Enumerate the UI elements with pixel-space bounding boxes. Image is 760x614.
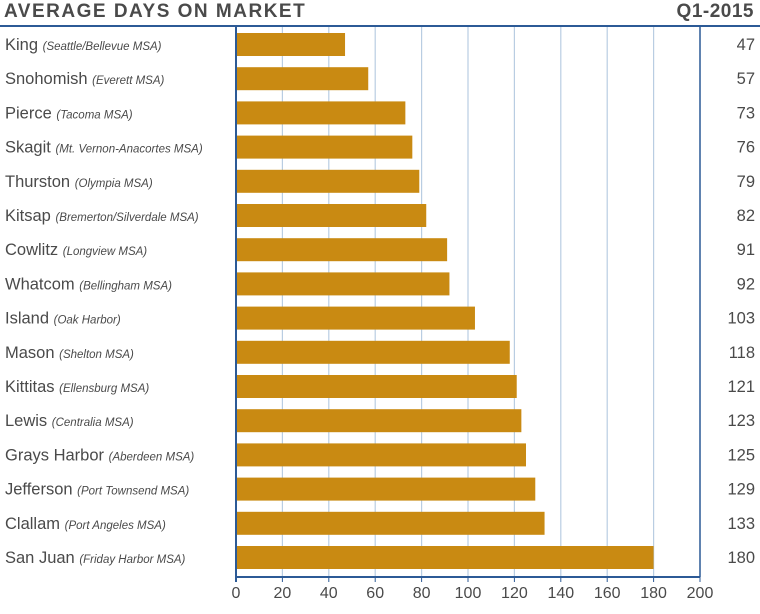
x-tick-label: 120 xyxy=(501,585,528,602)
bar xyxy=(236,33,346,56)
value-label: 180 xyxy=(727,549,755,567)
bar xyxy=(236,340,510,364)
category-name: Pierce xyxy=(5,104,56,122)
category-label: San Juan (Friday Harbor MSA) xyxy=(5,549,186,567)
bar xyxy=(236,67,369,91)
bar xyxy=(236,238,448,262)
bar xyxy=(236,101,406,125)
value-label: 92 xyxy=(737,275,755,293)
bar xyxy=(236,135,413,159)
category-note: (Friday Harbor MSA) xyxy=(79,554,185,566)
value-label: 103 xyxy=(727,310,755,328)
category-name: Kittitas xyxy=(5,378,59,396)
bar xyxy=(236,169,420,193)
category-label: Kitsap (Bremerton/Silverdale MSA) xyxy=(5,207,199,225)
category-note: (Olympia MSA) xyxy=(75,178,153,190)
value-label: 118 xyxy=(729,344,755,362)
category-note: (Aberdeen MSA) xyxy=(109,451,195,463)
category-note: (Mt. Vernon-Anacortes MSA) xyxy=(55,144,202,156)
value-label: 47 xyxy=(737,36,755,54)
category-label: Thurston (Olympia MSA) xyxy=(5,173,153,191)
bar xyxy=(236,511,545,535)
value-label: 133 xyxy=(727,515,755,533)
x-tick-label: 20 xyxy=(274,585,292,602)
category-name: King xyxy=(5,36,43,54)
category-label: Kittitas (Ellensburg MSA) xyxy=(5,378,149,396)
bar xyxy=(236,306,475,330)
category-note: (Port Townsend MSA) xyxy=(77,486,189,498)
category-name: Jefferson xyxy=(5,481,77,499)
category-note: (Tacoma MSA) xyxy=(56,109,132,121)
x-tick-label: 180 xyxy=(640,585,667,602)
category-note: (Centralia MSA) xyxy=(52,417,134,429)
chart-period: Q1-2015 xyxy=(676,1,754,22)
value-label: 57 xyxy=(737,70,755,88)
bar xyxy=(236,375,517,398)
category-note: (Oak Harbor) xyxy=(54,315,121,327)
value-label: 125 xyxy=(727,446,755,464)
x-tick-label: 140 xyxy=(547,585,574,602)
category-label: Lewis (Centralia MSA) xyxy=(5,412,134,430)
category-name: Whatcom xyxy=(5,275,79,293)
category-note: (Port Angeles MSA) xyxy=(65,520,166,532)
category-note: (Bremerton/Silverdale MSA) xyxy=(55,212,198,224)
category-label: Grays Harbor (Aberdeen MSA) xyxy=(5,446,194,464)
category-name: Thurston xyxy=(5,173,75,191)
category-label: Island (Oak Harbor) xyxy=(5,310,121,328)
x-tick-label: 0 xyxy=(232,585,241,602)
value-label: 79 xyxy=(737,173,755,191)
category-name: Snohomish xyxy=(5,70,92,88)
category-note: (Shelton MSA) xyxy=(59,349,134,361)
chart-title: AVERAGE DAYS ON MARKET xyxy=(4,1,307,22)
category-name: Cowlitz xyxy=(5,241,63,259)
bar xyxy=(236,409,522,433)
bar xyxy=(236,272,450,296)
value-label: 91 xyxy=(737,241,755,259)
x-tick-label: 60 xyxy=(366,585,384,602)
value-label: 73 xyxy=(737,104,755,122)
value-label: 129 xyxy=(727,481,755,499)
bar xyxy=(236,546,654,569)
category-label: Clallam (Port Angeles MSA) xyxy=(5,515,166,533)
category-label: King (Seattle/Bellevue MSA) xyxy=(5,36,162,54)
category-label: Pierce (Tacoma MSA) xyxy=(5,104,133,122)
category-note: (Bellingham MSA) xyxy=(79,280,172,292)
category-name: Kitsap xyxy=(5,207,55,225)
value-label: 82 xyxy=(737,207,755,225)
category-name: Island xyxy=(5,310,54,328)
category-label: Skagit (Mt. Vernon-Anacortes MSA) xyxy=(5,139,203,157)
x-tick-label: 200 xyxy=(687,585,714,602)
category-name: Grays Harbor xyxy=(5,446,109,464)
category-note: (Longview MSA) xyxy=(63,246,148,258)
x-tick-label: 160 xyxy=(594,585,621,602)
category-name: Skagit xyxy=(5,139,55,157)
x-tick-label: 40 xyxy=(320,585,338,602)
value-label: 121 xyxy=(727,378,755,396)
bar xyxy=(236,204,427,227)
category-label: Cowlitz (Longview MSA) xyxy=(5,241,147,259)
category-label: Jefferson (Port Townsend MSA) xyxy=(5,481,189,499)
category-note: (Everett MSA) xyxy=(92,75,164,87)
x-tick-label: 100 xyxy=(455,585,482,602)
category-name: San Juan xyxy=(5,549,79,567)
value-label: 76 xyxy=(737,139,755,157)
bar xyxy=(236,477,536,501)
bar xyxy=(236,443,526,467)
x-tick-label: 80 xyxy=(413,585,431,602)
category-label: Mason (Shelton MSA) xyxy=(5,344,134,362)
value-label: 123 xyxy=(727,412,755,430)
category-name: Clallam xyxy=(5,515,65,533)
category-name: Lewis xyxy=(5,412,52,430)
category-label: Snohomish (Everett MSA) xyxy=(5,70,165,88)
category-name: Mason xyxy=(5,344,59,362)
category-note: (Seattle/Bellevue MSA) xyxy=(43,41,162,53)
category-note: (Ellensburg MSA) xyxy=(59,383,149,395)
category-label: Whatcom (Bellingham MSA) xyxy=(5,275,172,293)
